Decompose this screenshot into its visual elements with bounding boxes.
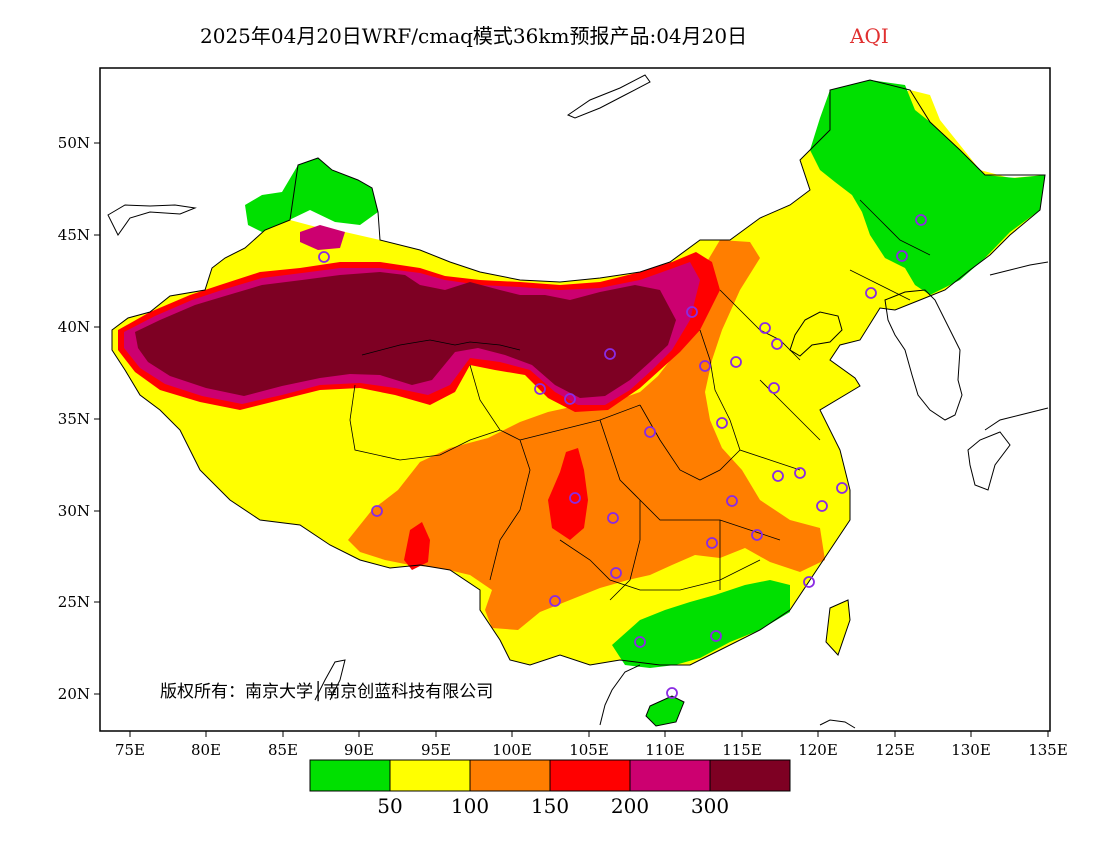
x-tick-label: 110E	[645, 741, 685, 759]
station-marker	[772, 470, 784, 482]
region-unhealthy-tibet	[404, 522, 430, 570]
japan-outline	[967, 261, 1049, 491]
x-tick-label: 120E	[798, 741, 838, 759]
station-marker	[569, 492, 581, 504]
station-marker	[699, 360, 711, 372]
station-marker	[751, 529, 763, 541]
station-marker	[610, 567, 622, 579]
station-marker	[865, 287, 877, 299]
russia-coast-fragment	[566, 74, 651, 119]
x-tick-label: 75E	[115, 741, 145, 759]
station-marker	[816, 500, 828, 512]
station-marker	[607, 512, 619, 524]
station-marker-layer	[318, 214, 927, 699]
x-tick-label: 115E	[722, 741, 762, 759]
legend-threshold-label: 200	[611, 794, 649, 818]
legend-swatch-moderate	[389, 759, 471, 792]
station-marker	[666, 687, 678, 699]
station-marker	[730, 356, 742, 368]
legend-swatch-hazardous	[709, 759, 791, 792]
y-tick-label: 20N	[58, 685, 90, 703]
x-tick-label: 95E	[421, 741, 451, 759]
x-tick-label: 130E	[951, 741, 991, 759]
station-marker	[318, 251, 330, 263]
lake-outline	[107, 204, 197, 236]
station-marker	[604, 348, 616, 360]
y-axis: 50N 45N 40N 35N 30N 25N 20N	[58, 134, 100, 703]
legend-threshold-label: 150	[531, 794, 569, 818]
x-tick-label: 135E	[1028, 741, 1068, 759]
region-good-northeast	[810, 80, 1045, 295]
station-marker	[726, 495, 738, 507]
region-unhealthy-sichuan	[548, 448, 588, 540]
taiwan-outline	[825, 599, 851, 656]
region-hazardous-desert	[135, 272, 676, 398]
station-marker	[915, 214, 927, 226]
station-marker	[710, 630, 722, 642]
x-tick-label: 125E	[875, 741, 915, 759]
y-tick-label: 35N	[58, 410, 90, 428]
x-tick-label: 80E	[191, 741, 221, 759]
region-moderate-taiwan	[826, 600, 850, 655]
y-tick-label: 25N	[58, 593, 90, 611]
legend-swatch-good	[309, 759, 391, 792]
region-very-unhealthy-urumqi	[300, 225, 345, 250]
x-tick-label: 100E	[492, 741, 532, 759]
region-usg-central	[348, 240, 825, 630]
y-tick-label: 45N	[58, 226, 90, 244]
station-marker	[634, 636, 646, 648]
station-marker	[716, 417, 728, 429]
station-marker	[896, 250, 908, 262]
y-tick-label: 30N	[58, 502, 90, 520]
region-good-south	[612, 580, 790, 668]
southeast-asia-coast	[314, 659, 856, 729]
station-marker	[534, 383, 546, 395]
station-marker	[759, 322, 771, 334]
station-marker	[564, 393, 576, 405]
region-good-northwest	[245, 158, 378, 232]
hainan-outline	[645, 695, 685, 727]
korea-outline	[884, 289, 963, 421]
aqi-legend: 50 100 150 200 300	[309, 759, 791, 818]
legend-swatch-unhealthy	[549, 759, 631, 792]
station-marker	[706, 537, 718, 549]
copyright-text: 版权所有：南京大学│南京创蓝科技有限公司	[160, 681, 493, 702]
station-marker	[549, 595, 561, 607]
station-marker	[794, 467, 806, 479]
station-marker	[686, 306, 698, 318]
china-outline	[111, 79, 1046, 666]
y-tick-label: 50N	[58, 134, 90, 152]
legend-threshold-label: 100	[451, 794, 489, 818]
station-marker	[836, 482, 848, 494]
bohai-coast	[789, 311, 843, 357]
station-marker	[644, 426, 656, 438]
station-marker	[803, 576, 815, 588]
legend-swatch-usg	[469, 759, 551, 792]
station-marker	[371, 505, 383, 517]
legend-swatch-very-unhealthy	[629, 759, 711, 792]
map-title: 2025年04月20日WRF/cmaq模式36km预报产品:04月20日	[200, 24, 747, 48]
aqi-fill-layer	[112, 80, 1045, 726]
x-tick-label: 105E	[569, 741, 609, 759]
x-axis: 75E 80E 85E 90E 95E 100E 105E 110E 115E …	[115, 731, 1068, 759]
legend-threshold-label: 50	[377, 794, 402, 818]
x-tick-label: 90E	[344, 741, 374, 759]
station-marker	[768, 382, 780, 394]
legend-threshold-label: 300	[691, 794, 729, 818]
x-tick-label: 85E	[268, 741, 298, 759]
y-tick-label: 40N	[58, 318, 90, 336]
map-variable-label: AQI	[849, 24, 889, 48]
station-marker	[771, 338, 783, 350]
